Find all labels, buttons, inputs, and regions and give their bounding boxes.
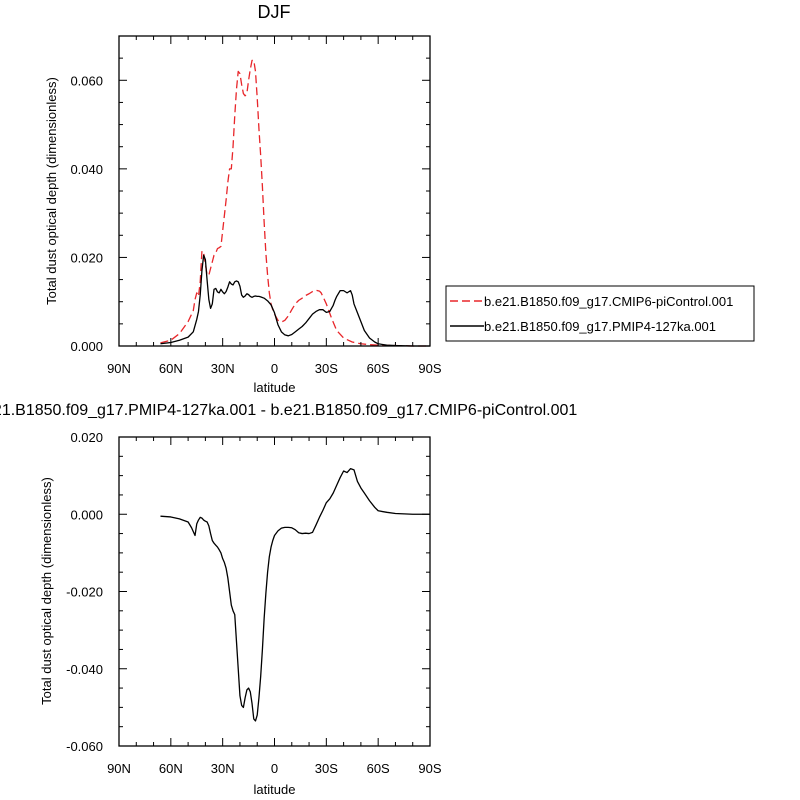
top-axis-ticks: 90N 60N 30N 0 30S 60S 90S 0.000 0.020 0.040 0.060 — [70, 35, 442, 376]
bottom-x-tick-label: 60S — [367, 761, 390, 776]
top-x-tick-label: 60N — [159, 361, 183, 376]
top-series-line-0 — [160, 59, 430, 347]
bottom-x-tick-label: 90N — [107, 761, 131, 776]
top-x-tick-label: 90S — [418, 361, 441, 376]
bottom-y-tick-label: -0.020 — [66, 585, 103, 600]
bottom-plot-lines — [160, 468, 430, 722]
top-x-tick-label: 30S — [315, 361, 338, 376]
bottom-y-tick-label: 0.020 — [70, 430, 103, 445]
bottom-y-tick-label: 0.000 — [70, 507, 103, 522]
bottom-x-axis-label: latitude — [254, 782, 296, 797]
top-x-tick-label: 0 — [271, 361, 278, 376]
top-y-tick-label: 0.020 — [70, 250, 103, 265]
bottom-series-line-0 — [160, 468, 430, 722]
bottom-y-tick-label: -0.040 — [66, 662, 103, 677]
top-y-tick-label: 0.060 — [70, 73, 103, 88]
legend-label-127ka: b.e21.B1850.f09_g17.PMIP4-127ka.001 — [484, 319, 716, 334]
top-plot-lines — [160, 59, 430, 347]
top-panel: DJF 90N 60N 30N 0 30S 60S 90S 0.000 0.020 0.040 0.… — [44, 2, 442, 395]
top-x-tick-label: 30N — [211, 361, 235, 376]
bottom-x-tick-label: 60N — [159, 761, 183, 776]
bottom-axis-ticks: 90N 60N 30N 0 30S 60S 90S -0.060 -0.040 -0.020 0.0… — [66, 430, 442, 776]
legend-label-picontrol: b.e21.B1850.f09_g17.CMIP6-piControl.001 — [484, 294, 733, 309]
top-plot-frame — [118, 35, 431, 347]
top-y-tick-label: 0.000 — [70, 339, 103, 354]
bottom-panel: b.e21.B1850.f09_g17.PMIP4-127ka.001 - b.… — [0, 402, 577, 797]
bottom-x-tick-label: 30S — [315, 761, 338, 776]
top-chart-title: DJF — [258, 2, 291, 22]
top-y-tick-label: 0.040 — [70, 162, 103, 177]
top-y-axis-label: Total dust optical depth (dimensionless) — [44, 77, 59, 305]
bottom-x-tick-label: 30N — [211, 761, 235, 776]
bottom-x-tick-label: 0 — [271, 761, 278, 776]
legend-box — [445, 285, 755, 342]
legend: b.e21.B1850.f09_g17.CMIP6-piControl.001 … — [445, 285, 755, 342]
bottom-y-tick-label: -0.060 — [66, 739, 103, 754]
top-x-axis-label: latitude — [254, 380, 296, 395]
bottom-chart-title: b.e21.B1850.f09_g17.PMIP4-127ka.001 - b.… — [0, 402, 577, 419]
top-x-tick-label: 60S — [367, 361, 390, 376]
bottom-y-axis-label: Total dust optical depth (dimensionless) — [39, 477, 54, 705]
top-series-line-1 — [160, 254, 430, 347]
bottom-x-tick-label: 90S — [418, 761, 441, 776]
bottom-plot-frame — [118, 436, 431, 747]
top-x-tick-label: 90N — [107, 361, 131, 376]
